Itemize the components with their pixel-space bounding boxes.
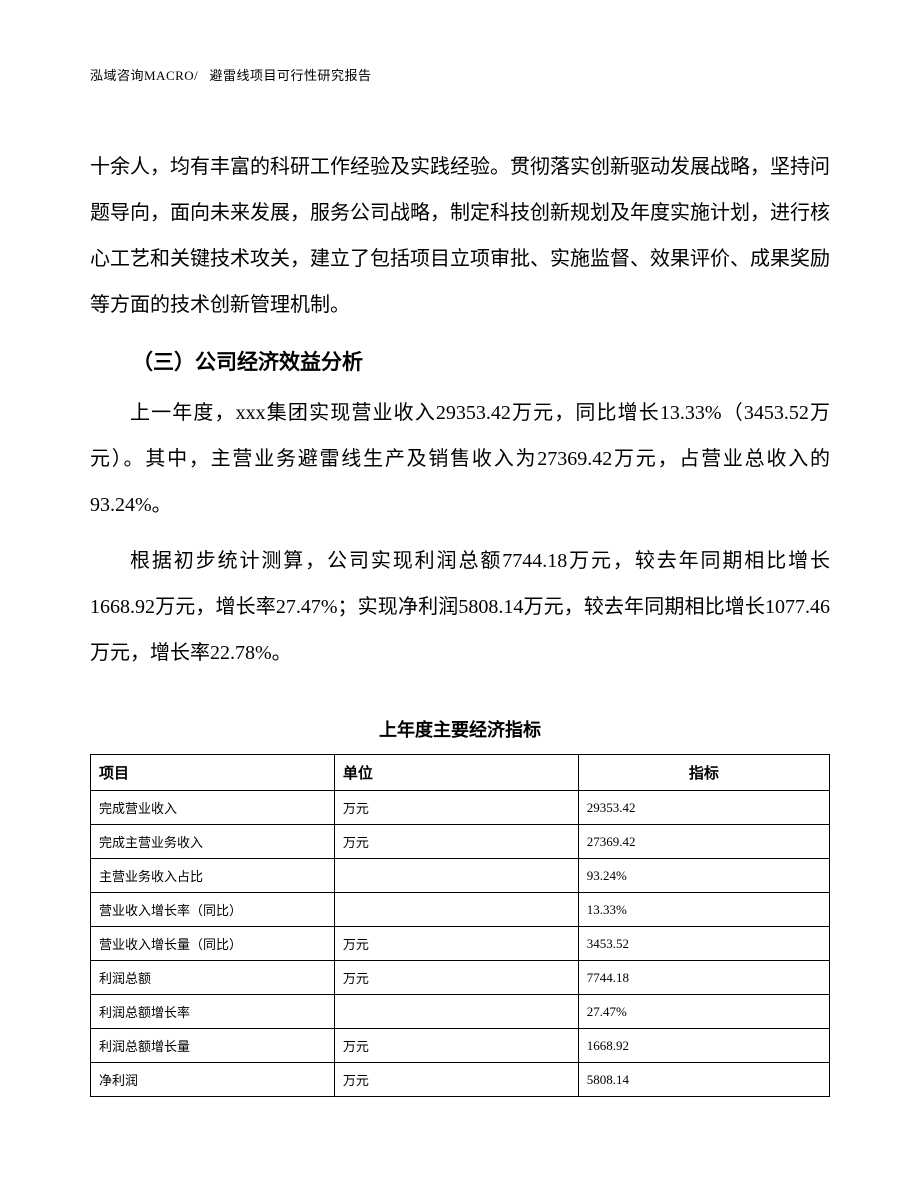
table-cell: 29353.42 — [578, 791, 829, 825]
table-cell: 利润总额 — [91, 961, 335, 995]
table-cell — [334, 893, 578, 927]
table-cell: 3453.52 — [578, 927, 829, 961]
table-cell: 27.47% — [578, 995, 829, 1029]
table-cell: 净利润 — [91, 1063, 335, 1097]
table-cell: 27369.42 — [578, 825, 829, 859]
table-cell: 7744.18 — [578, 961, 829, 995]
table-cell: 万元 — [334, 825, 578, 859]
table-header-row: 项目 单位 指标 — [91, 755, 830, 791]
table-body: 完成营业收入 万元 29353.42 完成主营业务收入 万元 27369.42 … — [91, 791, 830, 1097]
page-header: 泓域咨询MACRO/ 避雷线项目可行性研究报告 — [90, 65, 830, 84]
table-row: 完成主营业务收入 万元 27369.42 — [91, 825, 830, 859]
table-header-project: 项目 — [91, 755, 335, 791]
table-header-unit: 单位 — [334, 755, 578, 791]
table-title: 上年度主要经济指标 — [90, 716, 830, 742]
table-cell: 利润总额增长量 — [91, 1029, 335, 1063]
table-cell: 万元 — [334, 1029, 578, 1063]
table-header-indicator: 指标 — [578, 755, 829, 791]
table-cell: 万元 — [334, 791, 578, 825]
table-row: 营业收入增长量（同比） 万元 3453.52 — [91, 927, 830, 961]
table-cell: 13.33% — [578, 893, 829, 927]
table-row: 利润总额增长率 27.47% — [91, 995, 830, 1029]
paragraph-1: 十余人，均有丰富的科研工作经验及实践经验。贯彻落实创新驱动发展战略，坚持问题导向… — [90, 144, 830, 328]
table-cell: 万元 — [334, 961, 578, 995]
table-row: 主营业务收入占比 93.24% — [91, 859, 830, 893]
economic-indicators-table: 项目 单位 指标 完成营业收入 万元 29353.42 完成主营业务收入 万元 … — [90, 754, 830, 1097]
table-cell: 5808.14 — [578, 1063, 829, 1097]
table-cell: 完成营业收入 — [91, 791, 335, 825]
table-cell: 营业收入增长量（同比） — [91, 927, 335, 961]
table-cell — [334, 859, 578, 893]
table-row: 净利润 万元 5808.14 — [91, 1063, 830, 1097]
table-cell: 完成主营业务收入 — [91, 825, 335, 859]
paragraph-3: 根据初步统计测算，公司实现利润总额7744.18万元，较去年同期相比增长1668… — [90, 538, 830, 676]
section-title: （三）公司经济效益分析 — [90, 338, 830, 386]
table-cell: 万元 — [334, 1063, 578, 1097]
table-cell: 93.24% — [578, 859, 829, 893]
table-row: 利润总额增长量 万元 1668.92 — [91, 1029, 830, 1063]
table-row: 利润总额 万元 7744.18 — [91, 961, 830, 995]
table-cell: 主营业务收入占比 — [91, 859, 335, 893]
table-cell: 营业收入增长率（同比） — [91, 893, 335, 927]
header-company: 泓域咨询MACRO/ — [90, 68, 198, 83]
table-row: 营业收入增长率（同比） 13.33% — [91, 893, 830, 927]
table-cell: 万元 — [334, 927, 578, 961]
table-cell — [334, 995, 578, 1029]
table-cell: 1668.92 — [578, 1029, 829, 1063]
table-row: 完成营业收入 万元 29353.42 — [91, 791, 830, 825]
table-cell: 利润总额增长率 — [91, 995, 335, 1029]
paragraph-2: 上一年度，xxx集团实现营业收入29353.42万元，同比增长13.33%（34… — [90, 390, 830, 528]
header-title: 避雷线项目可行性研究报告 — [210, 68, 372, 83]
